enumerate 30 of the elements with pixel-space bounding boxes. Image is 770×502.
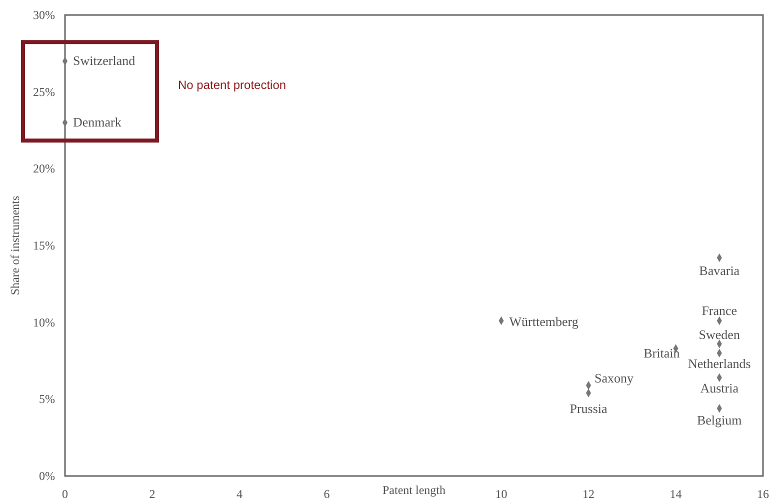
y-tick-label: 20% (33, 162, 55, 176)
y-tick-label: 15% (33, 238, 55, 252)
annotation: Britain (644, 345, 680, 360)
x-tick-label: 16 (757, 487, 769, 501)
annotation: Sweden (698, 326, 740, 342)
x-tick-label: 2 (149, 487, 156, 501)
annotation: Switzerland (73, 53, 136, 68)
annotation: Württemberg (509, 314, 579, 329)
x-tick-label: 6 (324, 487, 330, 501)
y-tick-label: 5% (39, 392, 55, 406)
x-tick-label: 12 (582, 487, 594, 501)
x-tick-label: 0 (62, 487, 68, 501)
annotation: Austria (700, 380, 739, 396)
annotation: France (702, 302, 738, 318)
y-tick-label: 10% (33, 315, 55, 330)
annotation: Bavaria (699, 262, 740, 278)
x-tick-label: 10 (495, 487, 508, 501)
y-tick-label: 25% (33, 84, 55, 99)
annotation: Saxony (594, 370, 634, 386)
annotation: Denmark (73, 114, 122, 130)
x-tick-label: 14 (670, 487, 682, 501)
annotation: Netherlands (688, 356, 751, 372)
annotation: No patent protection (178, 78, 286, 92)
x-axis-title: Patent length (382, 483, 446, 497)
y-axis-title: Share of instruments (8, 196, 22, 296)
y-tick-label: 30% (33, 8, 55, 22)
annotation: Belgium (696, 412, 742, 428)
y-tick-label: 0% (39, 469, 55, 483)
annotation: Prussia (570, 401, 608, 416)
x-tick-label: 4 (236, 487, 242, 501)
